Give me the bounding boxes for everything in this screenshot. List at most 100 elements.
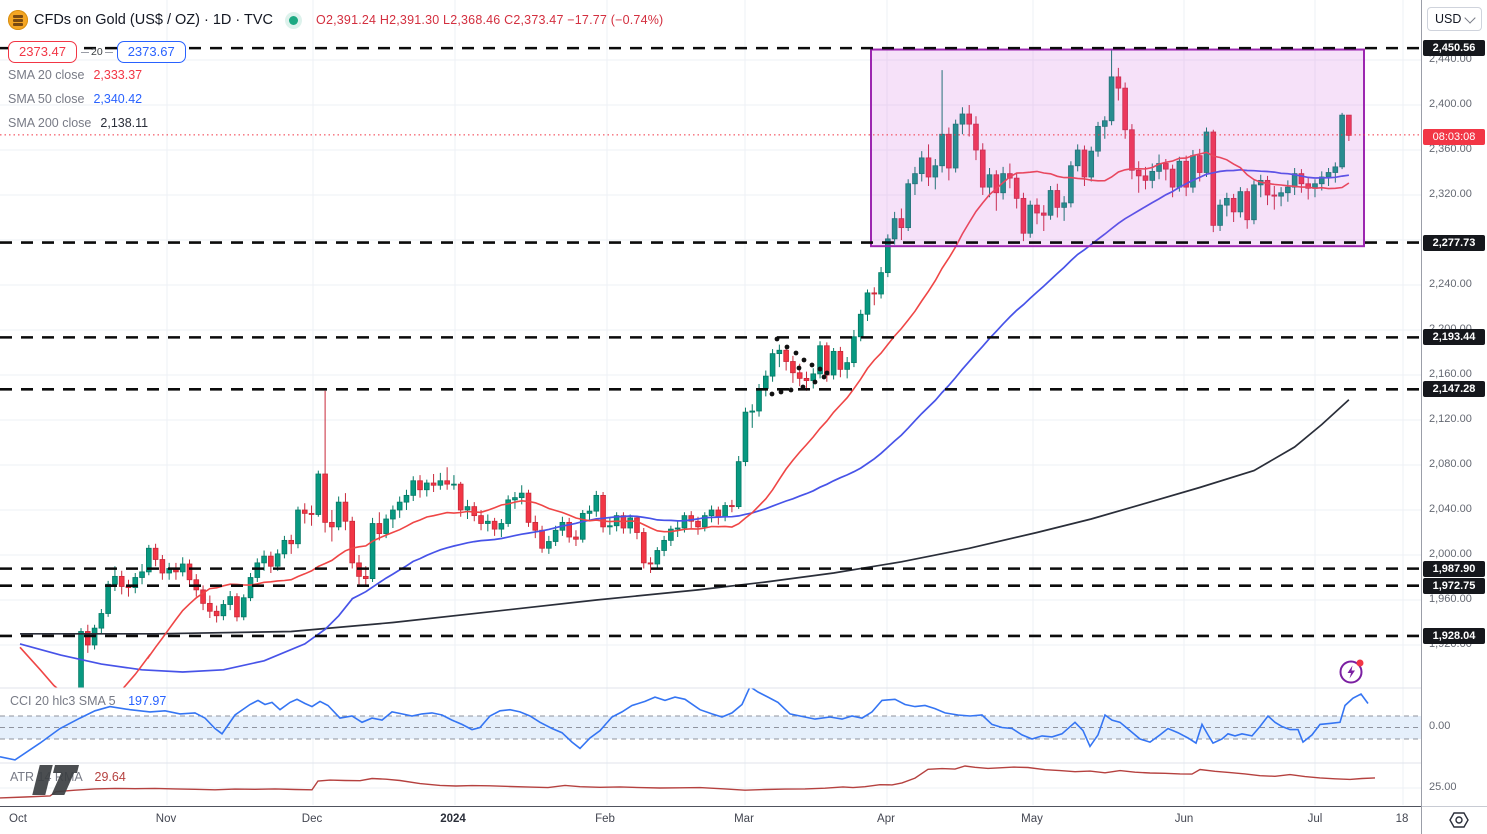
price-tick-label: 2,160.00 <box>1429 368 1472 380</box>
drawn-dot[interactable] <box>784 344 790 350</box>
candle-body <box>295 509 301 545</box>
candle-body <box>118 575 125 587</box>
drawn-dot[interactable] <box>801 357 807 363</box>
candle-body <box>1129 129 1135 171</box>
price-level-badge: 1,987.90 <box>1423 560 1485 577</box>
chevron-down-icon <box>1464 11 1476 24</box>
candle-body <box>38 756 43 757</box>
time-axis[interactable]: Oct Nov Dec 2024 Feb Mar Apr May Jun Jul 18 <box>0 806 1487 834</box>
candle-body <box>817 345 823 375</box>
candle-body <box>444 480 450 485</box>
candle-body <box>1332 166 1339 173</box>
currency-dropdown[interactable]: USD <box>1427 7 1482 31</box>
candle-body <box>322 473 328 523</box>
drawn-dot[interactable] <box>778 389 784 395</box>
drawn-dot[interactable] <box>793 350 799 356</box>
drawn-rectangle[interactable] <box>870 48 1365 248</box>
chart-settings-hexagon-button[interactable] <box>1448 810 1470 834</box>
candle-body <box>498 523 505 530</box>
candle-body <box>688 515 695 522</box>
candle-body <box>539 529 545 549</box>
legend-sma50-row[interactable]: SMA 50 close 2,340.42 <box>8 87 663 111</box>
candle-body <box>342 501 349 522</box>
candle-body <box>220 604 227 617</box>
candle-body <box>871 292 878 295</box>
chart-pane[interactable] <box>0 0 1421 806</box>
candle-body <box>1163 163 1169 170</box>
candle-body <box>1305 183 1312 189</box>
candle-body <box>152 547 159 560</box>
candle-body <box>579 512 586 540</box>
drawn-dot[interactable] <box>788 387 794 393</box>
lightning-features-button[interactable] <box>1337 657 1367 687</box>
candle-body <box>607 525 613 528</box>
price-level-badge: 2,277.73 <box>1423 234 1485 251</box>
candle-body <box>1095 125 1101 152</box>
candle-body <box>423 482 430 491</box>
price-level-badge: 1,972.75 <box>1423 577 1485 594</box>
cci-legend-row[interactable]: CCI 20 hlc3 SMA 5 197.97 <box>10 694 166 708</box>
candle-body <box>471 506 478 517</box>
cci-band <box>0 716 1421 739</box>
drawn-dot[interactable] <box>796 365 802 371</box>
drawn-dot[interactable] <box>809 362 815 368</box>
drawn-dot[interactable] <box>824 370 830 376</box>
candle-body <box>1027 204 1034 234</box>
legend-sma20-row[interactable]: SMA 20 close 2,333.37 <box>8 63 663 87</box>
candle-body <box>45 743 50 758</box>
candle-body <box>1298 173 1305 185</box>
candle-body <box>1135 169 1142 177</box>
candle-body <box>1068 165 1074 204</box>
cci-zero-label: 0.00 <box>1429 720 1451 732</box>
candle-body <box>288 539 294 545</box>
candle-body <box>464 506 471 511</box>
price-level-badge: 2,147.28 <box>1423 381 1485 398</box>
drawn-dot[interactable] <box>821 374 827 380</box>
drawn-dot[interactable] <box>769 391 775 397</box>
candle-body <box>491 520 498 530</box>
candle-body <box>261 555 267 564</box>
price-axis[interactable]: USD 2,440.00 2,400.00 2,360.00 2,320.00 2,24… <box>1421 0 1487 806</box>
candle-body <box>600 494 606 528</box>
lightning-circle-icon <box>1339 660 1363 684</box>
candle-body <box>715 509 722 518</box>
candle-body <box>647 562 654 565</box>
candle-body <box>749 410 756 413</box>
candle-body <box>1081 149 1088 178</box>
candle-body <box>566 521 572 538</box>
legend-sma200-row[interactable]: SMA 200 close 2,138.11 <box>8 111 663 135</box>
symbol-title[interactable]: CFDs on Gold (US$ / OZ) · 1D · TVC <box>34 12 274 28</box>
notification-dot-icon <box>1356 659 1364 667</box>
buy-button[interactable]: 2373.67 <box>116 41 186 63</box>
candle-body <box>668 528 674 541</box>
candle-body <box>1291 173 1298 188</box>
candle-body <box>1088 150 1095 178</box>
candle-body <box>878 272 884 295</box>
candle-body <box>437 480 444 486</box>
candle-body <box>885 238 891 274</box>
candle-body <box>410 480 417 496</box>
drawn-dot[interactable] <box>817 366 823 372</box>
price-level-badge: 1,928.04 <box>1423 627 1485 644</box>
drawn-dot[interactable] <box>812 379 818 385</box>
candle-body <box>1251 184 1257 221</box>
candle-body <box>722 505 728 518</box>
candle-body <box>1047 190 1054 216</box>
candle-body <box>1054 190 1061 208</box>
time-tick-label: Apr <box>877 813 895 825</box>
hexagon-dot-icon <box>1455 816 1463 824</box>
candle-body <box>654 550 661 565</box>
candle-body <box>986 174 993 188</box>
candle-body <box>369 523 376 580</box>
candle-body <box>735 461 742 508</box>
sma20-line <box>19 151 1350 688</box>
candle-body <box>776 349 783 355</box>
candle-body <box>979 149 986 188</box>
candle-body <box>593 494 600 512</box>
candle-body <box>18 746 23 749</box>
candle-body <box>993 174 1000 194</box>
sell-button[interactable]: 2373.47 <box>8 41 77 63</box>
candle-body <box>973 123 979 151</box>
candle-body <box>390 509 396 520</box>
